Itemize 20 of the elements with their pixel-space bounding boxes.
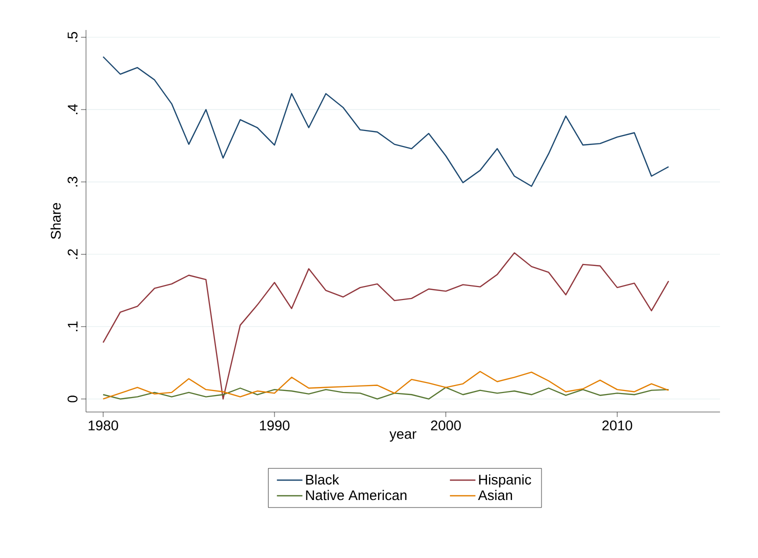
x-tick-label: 1990 (260, 420, 290, 430)
legend-label: Native American (306, 490, 406, 500)
line-series (102, 370, 670, 400)
x-axis-title: year (389, 431, 416, 442)
legend-label: Hispanic (479, 474, 532, 488)
x-tick-label: 1980 (88, 420, 118, 430)
y-tick-label: .4 (68, 104, 78, 114)
y-tick-label: .1 (68, 321, 78, 332)
legend-label: Black (306, 474, 340, 485)
y-tick-label: .3 (68, 176, 78, 186)
line-series (102, 56, 670, 187)
y-tick-label: .5 (68, 32, 78, 42)
x-tick-label: 2010 (602, 420, 632, 430)
y-axis-title: Share (50, 203, 61, 239)
line-series (102, 386, 670, 400)
y-tick-label: 0 (68, 396, 78, 402)
x-tick-label: 2000 (431, 420, 461, 430)
legend-label: Asian (478, 490, 512, 500)
y-tick-label: .2 (68, 249, 78, 259)
line-series (102, 252, 670, 400)
